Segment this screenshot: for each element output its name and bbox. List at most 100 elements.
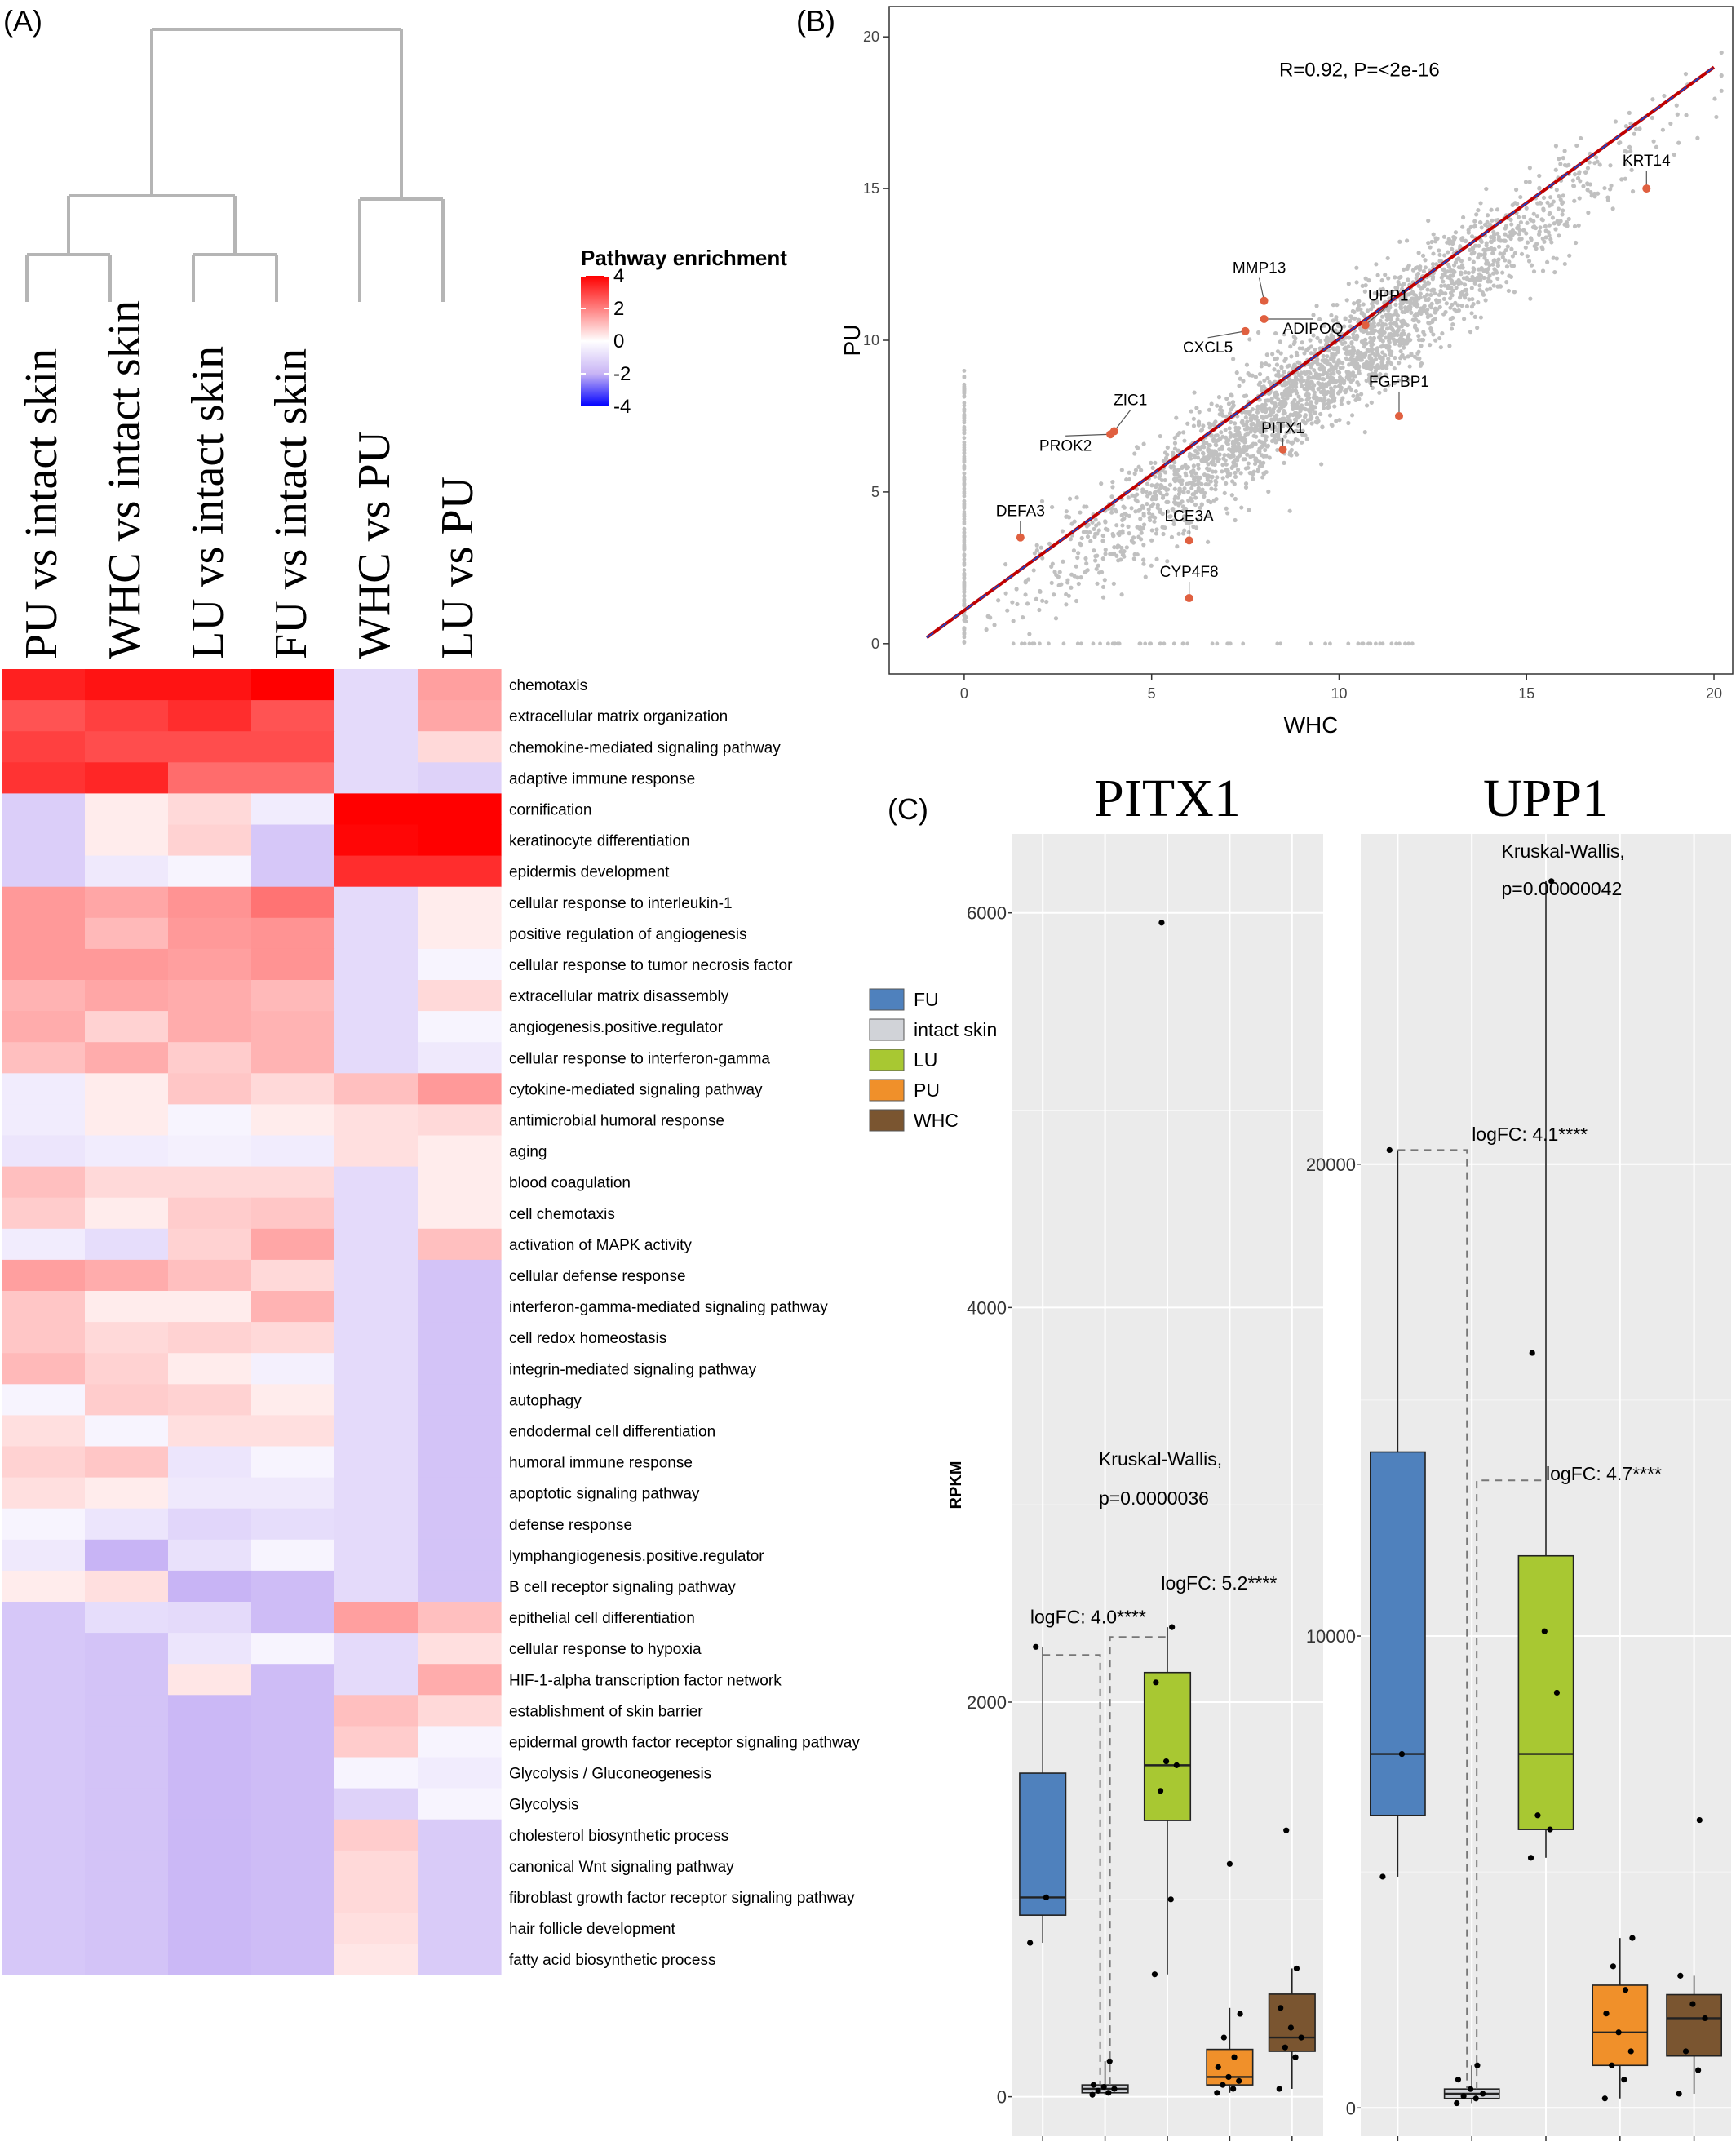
heatmap-cell <box>168 1913 252 1944</box>
gene-point <box>1294 402 1299 407</box>
gene-point <box>1406 263 1411 268</box>
gene-point <box>1304 387 1309 392</box>
data-point <box>1226 1860 1233 1867</box>
gene-point <box>1455 303 1460 308</box>
gene-point <box>1630 189 1636 194</box>
gene-point <box>1460 236 1465 241</box>
gene-point <box>1318 396 1323 401</box>
gene-point <box>1509 222 1514 227</box>
gene-point <box>1295 452 1300 457</box>
heatmap-column-label: FU vs intact skin <box>266 348 317 659</box>
gene-point <box>1446 250 1450 255</box>
gene-point <box>1396 378 1402 383</box>
heatmap-row-label: antimicrobial humoral response <box>509 1112 724 1129</box>
gene-point <box>1461 215 1466 220</box>
gene-point <box>1014 587 1019 592</box>
gene-point <box>1386 276 1391 281</box>
gene-point <box>1171 521 1176 526</box>
gene-point <box>1399 286 1405 291</box>
gene-point <box>1476 255 1481 260</box>
gene-point <box>1288 344 1293 349</box>
gene-point <box>1141 543 1146 548</box>
gene-point <box>962 613 967 618</box>
gene-point <box>1388 361 1394 366</box>
gene-point <box>1195 455 1201 460</box>
gene-point <box>1299 370 1304 375</box>
gene-point <box>1672 152 1676 157</box>
gene-point <box>1295 423 1300 428</box>
gene-point <box>1448 290 1454 295</box>
heatmap-row-label: aging <box>509 1144 547 1161</box>
heatmap-cell <box>168 824 252 857</box>
heatmap-cell <box>334 700 418 732</box>
data-point <box>1696 1816 1703 1824</box>
gene-point <box>1072 519 1077 524</box>
gene-point <box>1326 404 1331 410</box>
gene-point <box>1469 251 1474 256</box>
gene-point <box>1132 471 1137 477</box>
gene-point <box>1583 170 1588 175</box>
data-point <box>1474 2062 1481 2068</box>
gene-point <box>1027 632 1032 636</box>
gene-point <box>1034 596 1038 601</box>
gene-point <box>1323 641 1327 646</box>
gene-point <box>1243 393 1249 398</box>
gene-point <box>1242 410 1247 415</box>
heatmap-cell <box>85 700 169 732</box>
gene-point <box>1572 172 1578 177</box>
gene-point <box>1376 292 1381 297</box>
data-point <box>1610 1963 1617 1970</box>
gene-point <box>1543 228 1548 233</box>
gene-point <box>1172 486 1177 491</box>
heatmap-cell <box>334 855 418 888</box>
legend-tick-label: 4 <box>613 265 624 287</box>
gene-point <box>1555 219 1560 224</box>
gene-point <box>1184 473 1189 478</box>
gene-point <box>1268 413 1273 418</box>
gene-point <box>1537 173 1542 179</box>
gene-point <box>962 568 967 572</box>
gene-point <box>1472 314 1477 319</box>
heatmap-cell <box>168 1384 252 1416</box>
gene-point <box>1468 247 1472 253</box>
gene-point <box>1397 282 1402 287</box>
highlighted-gene-label: KRT14 <box>1623 153 1671 170</box>
gene-point <box>1362 289 1367 294</box>
gene-point <box>1383 273 1388 277</box>
heatmap-cell <box>2 1011 86 1043</box>
gene-point <box>1613 119 1619 124</box>
gene-point <box>1384 313 1389 317</box>
gene-point <box>1477 283 1482 288</box>
heatmap-cell <box>418 1104 502 1137</box>
gene-point <box>1100 595 1106 600</box>
gene-point <box>1593 155 1599 160</box>
gene-point <box>1374 641 1378 646</box>
gene-point <box>1419 286 1424 291</box>
gene-point <box>1596 191 1601 196</box>
gene-point <box>1363 276 1368 281</box>
gene-point <box>1433 307 1437 312</box>
gene-point <box>1393 341 1397 346</box>
gene-point <box>1158 641 1162 646</box>
highlighted-gene-point <box>1642 184 1651 193</box>
comparison-bracket <box>1476 1479 1546 2090</box>
heatmap-cell <box>334 1415 418 1448</box>
heatmap-cell <box>85 1508 169 1541</box>
gene-point <box>1492 267 1497 272</box>
gene-point <box>1235 468 1241 472</box>
gene-point <box>1192 478 1197 483</box>
heatmap-row-label: blood coagulation <box>509 1175 631 1192</box>
gene-point <box>1245 452 1250 457</box>
gene-point <box>1662 93 1667 99</box>
gene-point <box>1412 354 1417 359</box>
gene-point <box>1464 304 1470 309</box>
gene-point <box>1395 286 1400 290</box>
gene-point <box>1348 357 1353 362</box>
gene-point <box>1467 297 1472 302</box>
gene-point <box>1362 344 1367 349</box>
gene-point <box>1011 619 1016 623</box>
heatmap-cell <box>168 1353 252 1385</box>
gene-point <box>1194 406 1199 410</box>
